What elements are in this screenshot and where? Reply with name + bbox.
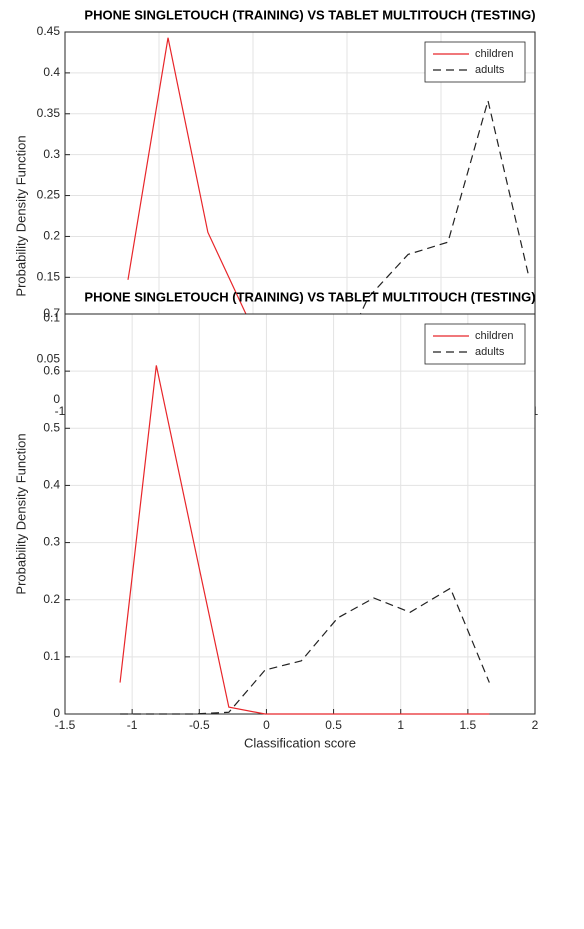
series-line <box>119 365 490 715</box>
y-tick-label: 0.1 <box>43 310 60 324</box>
y-tick-label: 0.45 <box>37 24 61 38</box>
legend-label: children <box>475 330 514 342</box>
x-tick-label: -1.5 <box>55 718 76 732</box>
y-tick-label: 0.1 <box>43 649 60 663</box>
chart-title: PHONE SINGLETOUCH (TRAINING) VS TABLET M… <box>84 7 535 22</box>
legend-box <box>424 41 526 83</box>
y-tick-label: 0.6 <box>43 363 60 377</box>
x-axis-label: Classification score <box>244 735 356 750</box>
y-tick-label: 0 <box>53 392 60 406</box>
chart-title: PHONE SINGLETOUCH (TRAINING) VS TABLET M… <box>84 289 535 304</box>
legend-label: adults <box>475 64 505 76</box>
x-tick-label: 1.5 <box>460 718 477 732</box>
y-tick-label: 0.05 <box>37 351 61 365</box>
y-tick-label: 0.5 <box>43 420 60 434</box>
x-tick-label: 2 <box>532 718 539 732</box>
plot-area <box>65 314 535 714</box>
legend-label: children <box>475 48 514 60</box>
x-tick-label: 0 <box>263 718 270 732</box>
y-tick-label: 0.2 <box>43 229 60 243</box>
y-tick-label: 0.25 <box>37 188 61 202</box>
x-tick-label: -1 <box>127 718 138 732</box>
y-tick-label: 0.35 <box>37 106 61 120</box>
y-axis-label: Probability Density Function <box>13 433 28 594</box>
y-tick-label: 0.3 <box>43 147 60 161</box>
legend-label: adults <box>475 346 505 358</box>
y-tick-label: 0.2 <box>43 592 60 606</box>
y-tick-label: 0 <box>53 706 60 720</box>
legend-box <box>424 323 526 365</box>
y-tick-label: 0.4 <box>43 65 60 79</box>
x-tick-label: 1 <box>397 718 404 732</box>
y-axis-label: Probability Density Function <box>13 135 28 296</box>
series-line <box>120 587 490 715</box>
x-tick-label: 0.5 <box>325 718 342 732</box>
y-tick-label: 0.3 <box>43 535 60 549</box>
x-tick-label: -0.5 <box>189 718 210 732</box>
y-tick-label: 0.15 <box>37 270 61 284</box>
y-tick-label: 0.7 <box>43 306 60 320</box>
y-tick-label: 0.4 <box>43 478 60 492</box>
